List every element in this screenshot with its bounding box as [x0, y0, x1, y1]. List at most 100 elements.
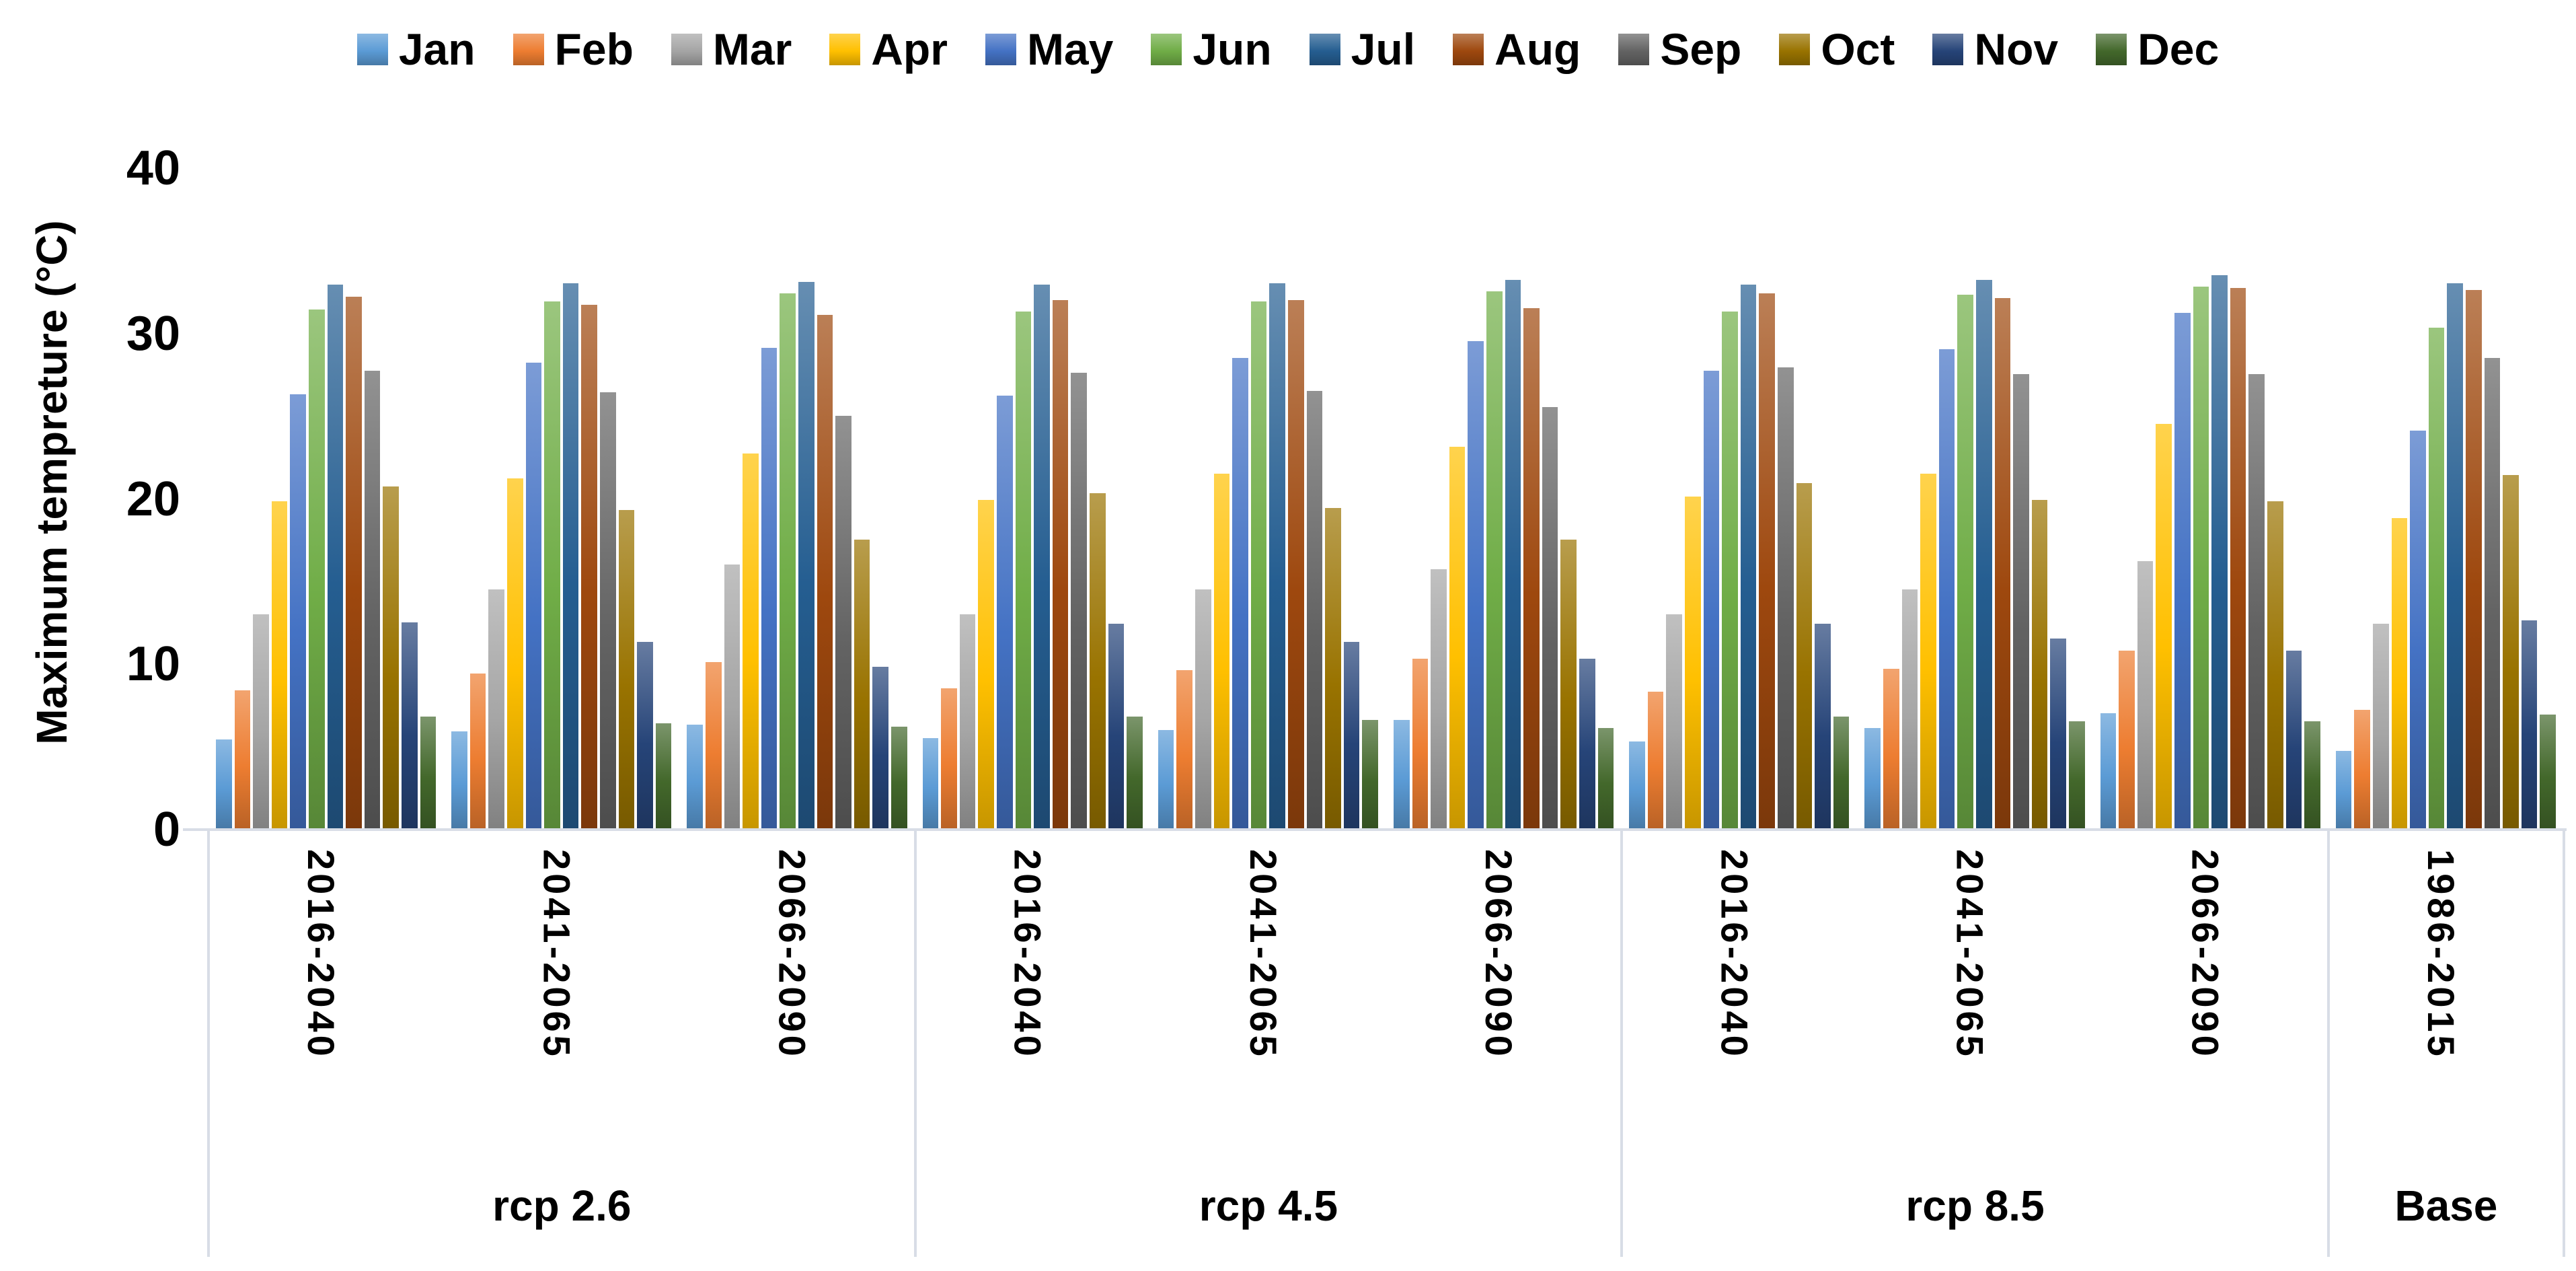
- bar-dec: [1597, 728, 1614, 829]
- bar-may: [997, 396, 1013, 829]
- bar-dec: [1833, 716, 1850, 829]
- y-tick-label: 20: [126, 472, 180, 526]
- bar-apr: [978, 499, 994, 829]
- bar-sep: [2484, 357, 2501, 829]
- bar-sep: [1306, 390, 1323, 829]
- category-separator-line: [207, 831, 210, 1257]
- legend-swatch-icon: [1453, 33, 1484, 65]
- bar-may: [525, 362, 542, 829]
- x-axis-line: [183, 828, 2567, 831]
- bar-mar: [1195, 589, 1211, 829]
- bar-nov: [402, 622, 418, 829]
- legend-label: Jul: [1351, 24, 1416, 74]
- legend-item-jan: Jan: [356, 27, 476, 71]
- scenario-label: rcp 4.5: [1199, 1182, 1338, 1230]
- bar-feb: [2354, 710, 2370, 829]
- bar-sep: [835, 415, 851, 829]
- bar-jan: [216, 739, 232, 829]
- bar-mar: [2137, 560, 2154, 829]
- bar-feb: [941, 688, 957, 829]
- bar-jan: [687, 725, 703, 829]
- legend-item-mar: Mar: [671, 27, 792, 71]
- legend-item-jun: Jun: [1151, 24, 1272, 74]
- period-label: 2041-2065: [1242, 849, 1285, 1060]
- bar-jun: [1250, 301, 1267, 829]
- bar-sep: [2248, 374, 2265, 829]
- legend-label: Oct: [1821, 24, 1895, 74]
- period-label: 2066-2090: [771, 849, 814, 1060]
- legend-item-apr: Apr: [829, 27, 948, 71]
- bar-apr: [2156, 423, 2172, 829]
- bar-jan: [451, 731, 467, 829]
- bar-apr: [1449, 447, 1466, 829]
- legend-swatch-icon: [985, 33, 1016, 65]
- bar-jul: [1976, 280, 1992, 829]
- legend-swatch-icon: [1779, 33, 1811, 65]
- bar-jun: [309, 310, 325, 829]
- bar-apr: [1213, 473, 1230, 829]
- bar-may: [290, 394, 306, 829]
- category-separator-line: [2563, 831, 2565, 1257]
- bar-nov: [1343, 642, 1360, 829]
- bar-aug: [1994, 298, 2011, 829]
- bar-nov: [2285, 650, 2302, 829]
- period-label: 2041-2065: [1948, 849, 1992, 1060]
- bar-aug: [2466, 289, 2482, 829]
- bar-dec: [655, 723, 672, 829]
- bar-feb: [2119, 650, 2135, 829]
- bar-nov: [1579, 658, 1595, 829]
- period-label: 1986-2015: [2419, 849, 2462, 1060]
- bar-jun: [1015, 311, 1032, 829]
- bar-jul: [1034, 285, 1050, 829]
- y-tick-label: 30: [126, 306, 180, 361]
- bar-may: [1232, 357, 1248, 829]
- bar-feb: [469, 673, 486, 829]
- legend-item-oct: Oct: [1779, 27, 1895, 71]
- bar-jan: [1629, 741, 1645, 829]
- bar-nov: [1815, 624, 1831, 829]
- legend-label: Jun: [1192, 24, 1272, 74]
- bar-oct: [1325, 508, 1341, 829]
- bar-may: [761, 347, 778, 829]
- bar-oct: [1090, 493, 1106, 829]
- bar-may: [2174, 313, 2191, 829]
- bar-aug: [1288, 299, 1304, 829]
- bar-mar: [1431, 569, 1447, 829]
- legend-label: Mar: [712, 24, 792, 74]
- legend-swatch-icon: [513, 33, 544, 65]
- bar-oct: [1796, 483, 1813, 829]
- bar-jun: [780, 293, 796, 829]
- legend-item-aug: Aug: [1453, 27, 1581, 71]
- bar-nov: [2050, 639, 2066, 829]
- bar-mar: [1901, 589, 1918, 829]
- bar-mar: [1666, 614, 1682, 829]
- legend-label: Feb: [554, 24, 634, 74]
- bar-may: [1703, 371, 1720, 829]
- bar-jul: [2447, 283, 2463, 829]
- bar-aug: [817, 314, 833, 829]
- bar-jun: [1722, 311, 1738, 829]
- chart-legend: Jan Feb Mar Apr May Jun Jul Aug Sep Oct Nov Dec: [0, 27, 2576, 71]
- bar-jan: [922, 737, 939, 829]
- bar-oct: [618, 509, 635, 829]
- bar-jan: [1864, 728, 1881, 829]
- bar-jul: [2211, 275, 2228, 829]
- bar-jul: [798, 281, 815, 829]
- bar-sep: [1778, 367, 1794, 829]
- bar-jun: [544, 301, 560, 829]
- bar-sep: [364, 371, 381, 829]
- bar-dec: [891, 726, 907, 829]
- bar-oct: [1560, 539, 1577, 829]
- category-separator-line: [913, 831, 917, 1257]
- bar-dec: [1127, 716, 1143, 829]
- period-label: 2016-2040: [1713, 849, 1756, 1060]
- legend-label: Nov: [1974, 24, 2059, 74]
- bar-jan: [2100, 713, 2117, 829]
- bar-aug: [2230, 288, 2246, 829]
- bar-jun: [1957, 295, 1973, 829]
- bar-jun: [1486, 291, 1503, 829]
- legend-item-dec: Dec: [2096, 27, 2219, 71]
- bar-aug: [1523, 307, 1540, 829]
- legend-label: Apr: [871, 24, 948, 74]
